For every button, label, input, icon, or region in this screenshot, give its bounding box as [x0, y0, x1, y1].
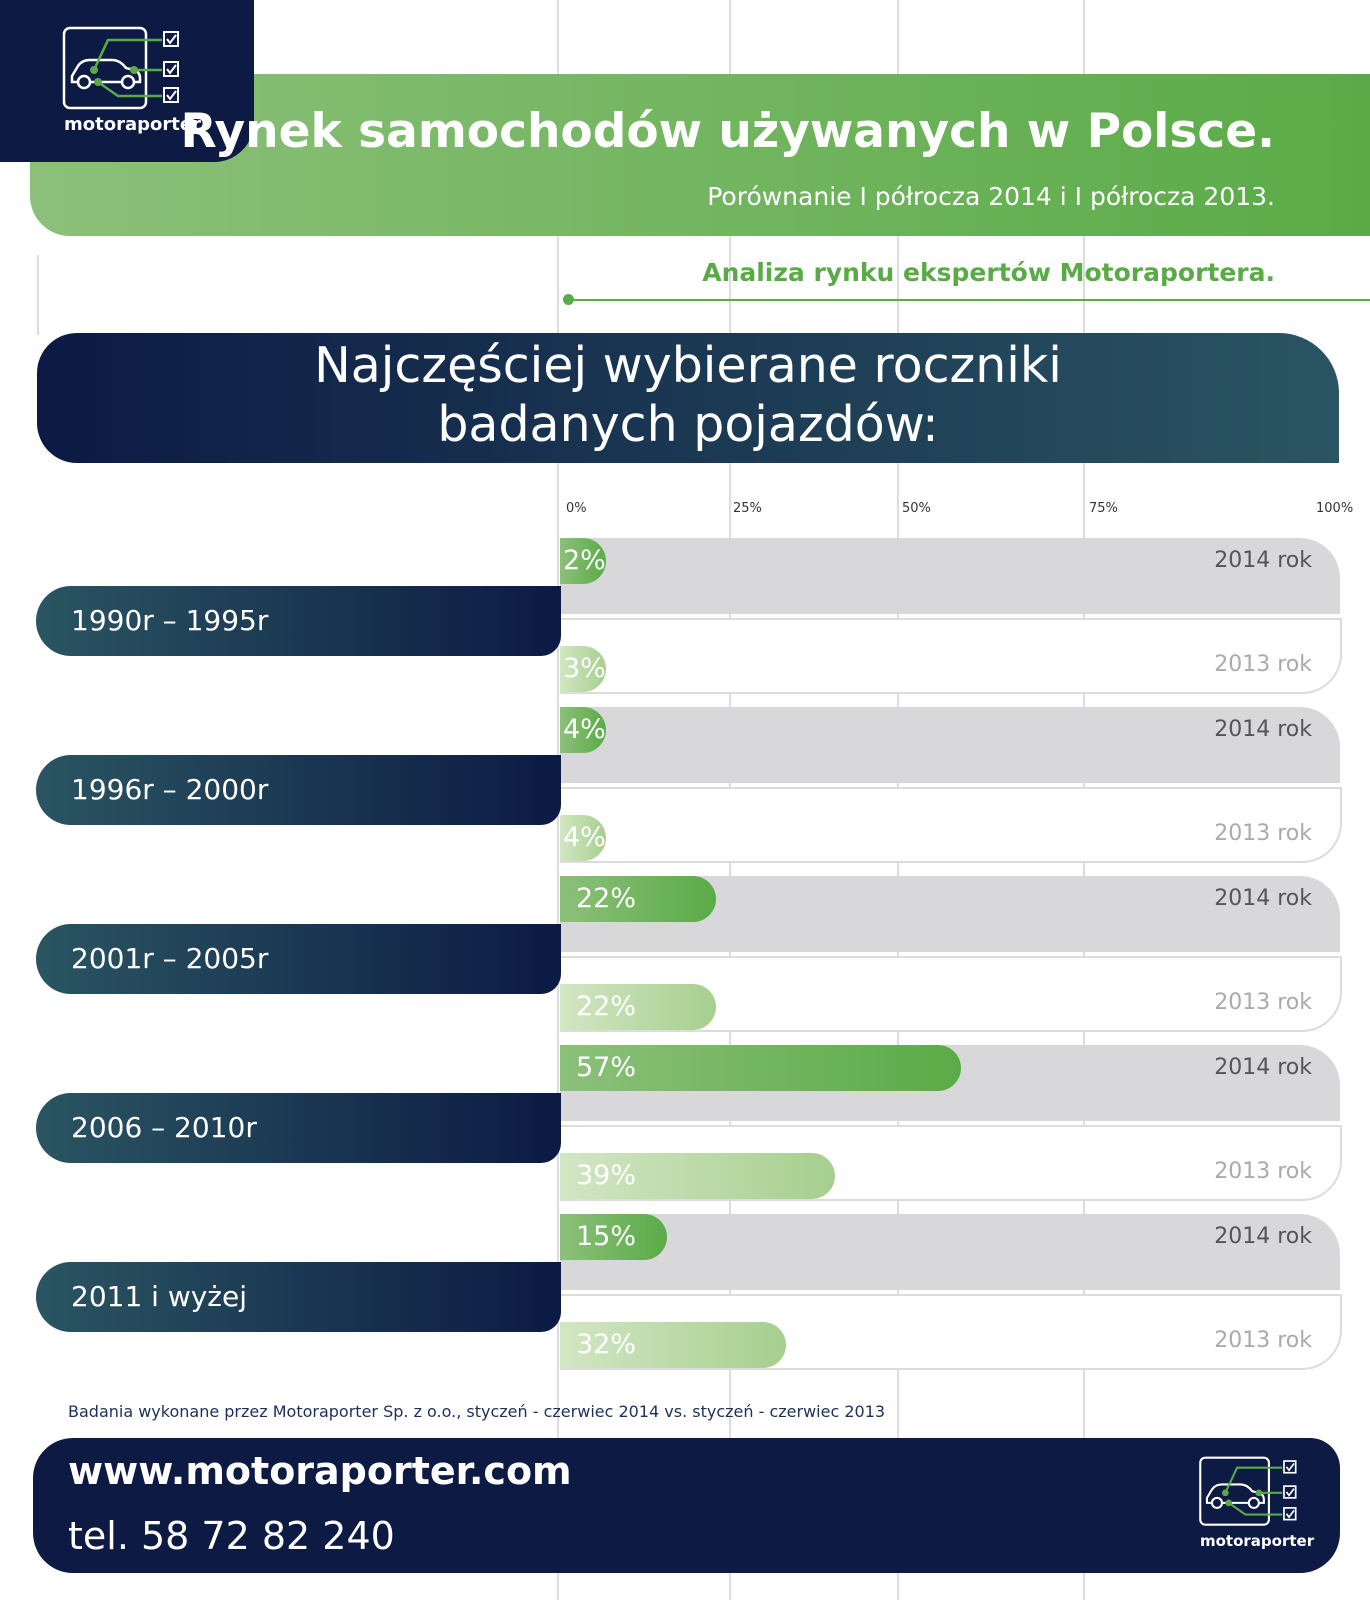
- bar-track: [560, 618, 1342, 694]
- series-label: 2014 rok: [1214, 1224, 1312, 1249]
- page-subtitle: Porównanie I półrocza 2014 i I półrocza …: [707, 182, 1275, 211]
- category-label: 2011 i wyżej: [36, 1262, 561, 1332]
- series-label: 2013 rok: [1214, 821, 1312, 846]
- analysis-caption: Analiza rynku ekspertów Motoraportera.: [702, 258, 1275, 287]
- bar-y2014: 15%: [560, 1214, 667, 1260]
- footer-logo-text: motoraporter: [1200, 1532, 1315, 1550]
- tick-label: 0%: [566, 501, 587, 516]
- website-link[interactable]: www.motoraporter.com: [68, 1449, 572, 1493]
- bar-y2014: 57%: [560, 1045, 961, 1091]
- bar-y2013: 39%: [560, 1153, 835, 1199]
- series-label: 2014 rok: [1214, 1055, 1312, 1080]
- bar-y2014: 22%: [560, 876, 716, 922]
- tick-label: 100%: [1316, 501, 1354, 516]
- section-title-line1: Najczęściej wybierane roczniki: [314, 337, 1062, 394]
- series-label: 2014 rok: [1214, 548, 1312, 573]
- logo-text: motoraporter: [64, 114, 201, 135]
- analysis-line: [568, 299, 1370, 301]
- bar-track: [560, 787, 1342, 863]
- tick-label: 75%: [1089, 501, 1118, 516]
- category-label: 1996r – 2000r: [36, 755, 561, 825]
- series-label: 2013 rok: [1214, 1328, 1312, 1353]
- bar-track: [560, 707, 1340, 783]
- category-label: 1990r – 1995r: [36, 586, 561, 656]
- category-label: 2001r – 2005r: [36, 924, 561, 994]
- series-label: 2013 rok: [1214, 652, 1312, 677]
- section-title: Najczęściej wybierane roczniki badanych …: [37, 336, 1339, 454]
- page-title: Rynek samochodów używanych w Polsce.: [180, 104, 1275, 159]
- phone-number: tel. 58 72 82 240: [68, 1514, 395, 1558]
- analysis-dot: [563, 294, 574, 305]
- car-checklist-icon: [62, 26, 179, 110]
- bar-track: [560, 1214, 1340, 1290]
- bar-y2013: 3%: [560, 646, 606, 692]
- bar-y2014: 4%: [560, 707, 606, 753]
- footer: [33, 1438, 1340, 1573]
- section-header: [37, 333, 1339, 463]
- bar-y2013: 32%: [560, 1322, 786, 1368]
- series-label: 2014 rok: [1214, 886, 1312, 911]
- source-note: Badania wykonane przez Motoraporter Sp. …: [68, 1402, 886, 1421]
- bar-y2013: 22%: [560, 984, 716, 1030]
- tick-label: 25%: [733, 501, 762, 516]
- category-label: 2006 – 2010r: [36, 1093, 561, 1163]
- tick-label: 50%: [902, 501, 931, 516]
- series-label: 2014 rok: [1214, 717, 1312, 742]
- bar-y2014: 2%: [560, 538, 606, 584]
- section-title-line2: badanych pojazdów:: [437, 396, 939, 453]
- logo: motoraporter: [0, 0, 254, 162]
- car-checklist-icon: [1199, 1456, 1297, 1526]
- series-label: 2013 rok: [1214, 990, 1312, 1015]
- bar-y2013: 4%: [560, 815, 606, 861]
- series-label: 2013 rok: [1214, 1159, 1312, 1184]
- bar-track: [560, 538, 1340, 614]
- decorative-bracket: [37, 255, 559, 335]
- footer-logo: motoraporter: [1198, 1456, 1314, 1566]
